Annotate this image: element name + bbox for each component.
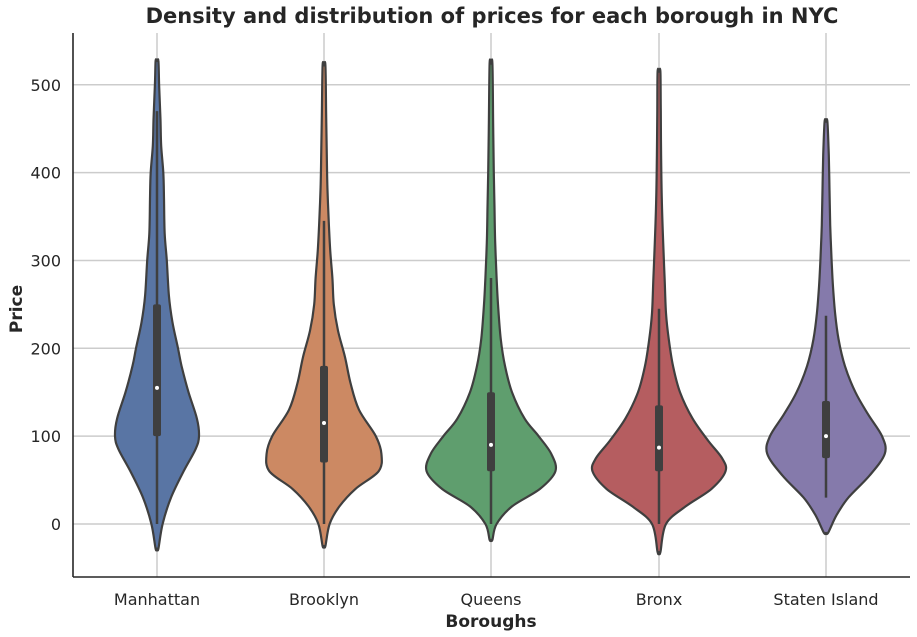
- y-tick-label: 200: [30, 339, 61, 358]
- x-tick-label: Queens: [461, 590, 522, 609]
- y-tick-label: 0: [51, 515, 61, 534]
- violin-queens: [424, 58, 558, 543]
- violin-brooklyn: [265, 60, 383, 549]
- violin-bronx: [590, 67, 728, 556]
- x-tick-label: Staten Island: [773, 590, 878, 609]
- chart-title: Density and distribution of prices for e…: [146, 4, 839, 28]
- y-tick-label: 400: [30, 164, 61, 183]
- x-tick-label: Brooklyn: [289, 590, 359, 609]
- violins: [113, 58, 887, 556]
- x-tick-label: Bronx: [636, 590, 683, 609]
- x-tick-label: Manhattan: [114, 590, 200, 609]
- median-dot: [322, 420, 326, 425]
- iqr-box: [153, 304, 161, 437]
- y-tick-label: 100: [30, 427, 61, 446]
- y-tick-label: 300: [30, 251, 61, 270]
- y-tick-labels: 0 100 200 300 400 500: [30, 76, 61, 534]
- iqr-box: [320, 365, 328, 463]
- axes-spines: [72, 33, 910, 578]
- median-dot: [489, 442, 493, 447]
- iqr-box: [655, 405, 663, 472]
- x-axis-label: Boroughs: [445, 612, 536, 632]
- y-tick-label: 500: [30, 76, 61, 95]
- iqr-box: [487, 392, 495, 472]
- x-tick-labels: Manhattan Brooklyn Queens Bronx Staten Islan…: [114, 590, 879, 609]
- median-dot: [824, 434, 828, 439]
- median-dot: [657, 445, 661, 450]
- y-axis-label: Price: [7, 285, 27, 333]
- median-dot: [155, 385, 159, 390]
- violin-staten-island: [765, 118, 887, 536]
- violin-manhattan: [113, 58, 201, 552]
- iqr-box: [822, 401, 830, 459]
